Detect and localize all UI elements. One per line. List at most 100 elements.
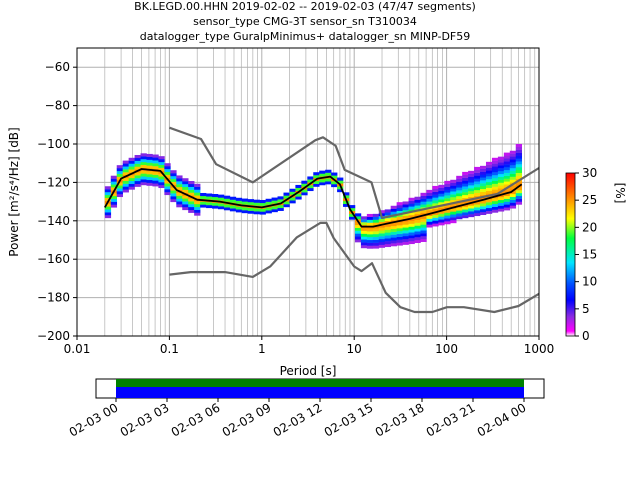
heatmap-cell: [497, 182, 505, 186]
heatmap-cell: [223, 207, 231, 211]
heatmap-cell: [432, 188, 439, 192]
heatmap-cell: [188, 204, 195, 208]
heatmap-cell: [158, 184, 165, 189]
heatmap-cell: [194, 183, 201, 187]
heatmap-cell: [229, 208, 237, 212]
heatmap-cell: [426, 210, 433, 214]
heatmap-cell: [497, 159, 505, 163]
heatmap-cell: [366, 228, 374, 232]
heatmap-cell: [468, 193, 475, 197]
heatmap-cell: [402, 212, 409, 217]
heatmap-cell: [426, 192, 433, 196]
heatmap-cell: [420, 224, 427, 228]
heatmap-cell: [217, 197, 225, 201]
heatmap-cell: [491, 186, 499, 190]
heatmap-cell: [331, 172, 338, 176]
heatmap-cell: [485, 187, 493, 191]
heatmap-cell: [491, 157, 499, 161]
heatmap-cell: [450, 185, 457, 189]
heatmap-cell: [450, 211, 457, 215]
heatmap-cell: [378, 218, 386, 222]
heatmap-cell: [450, 199, 457, 204]
heatmap-cell: [497, 202, 505, 206]
heatmap-cell: [343, 203, 350, 207]
heatmap-cell: [176, 195, 183, 199]
heatmap-cell: [408, 206, 415, 210]
heatmap-cell: [456, 190, 463, 194]
y-tick-label: −180: [37, 291, 70, 305]
heatmap-cell: [396, 228, 403, 232]
x-tick-label: 1000: [524, 342, 555, 356]
heatmap-cell: [509, 199, 517, 203]
chart-title: BK.LEGD.00.HHN 2019-02-02 -- 2019-02-03 …: [134, 0, 476, 43]
heatmap-cell: [295, 196, 302, 200]
heatmap-cell: [188, 206, 195, 211]
heatmap-cell: [474, 175, 481, 179]
heatmap-cell: [128, 160, 135, 164]
heatmap-cell: [188, 186, 195, 190]
heatmap-cell: [480, 188, 487, 192]
heatmap-cell: [182, 195, 189, 199]
heatmap-cell: [438, 222, 445, 226]
heatmap-cell: [444, 201, 451, 205]
y-tick-label: −200: [37, 329, 70, 343]
heatmap-cell: [170, 196, 177, 200]
heatmap-cell: [182, 207, 189, 211]
y-axis-label: Power [m²/s⁴/Hz] [dB]: [7, 127, 21, 256]
heatmap-cell: [247, 199, 255, 203]
heatmap-cell: [450, 202, 457, 206]
heatmap-cell: [515, 201, 523, 205]
heatmap-cell: [402, 224, 409, 228]
heatmap-cell: [337, 186, 344, 190]
heatmap-cell: [432, 220, 439, 224]
heatmap-cell: [485, 167, 493, 171]
heatmap-cell: [146, 159, 153, 163]
heatmap-cell: [438, 196, 445, 200]
heatmap-cell: [152, 154, 159, 158]
heatmap-cell: [337, 177, 344, 181]
heatmap-cell: [474, 172, 481, 176]
time-tick-label: 02-03 21: [424, 400, 478, 439]
heatmap-cell: [384, 212, 391, 216]
heatmap-cell: [438, 190, 445, 194]
heatmap-cell: [468, 208, 475, 212]
heatmap-cell: [372, 219, 380, 223]
heatmap-cell: [295, 187, 302, 191]
colorbar-tick-label: 15: [582, 248, 597, 262]
heatmap-cell: [462, 174, 469, 178]
heatmap-cell: [468, 205, 475, 209]
heatmap-cell: [152, 166, 159, 170]
heatmap-cell: [212, 196, 219, 200]
heatmap-cell: [426, 201, 433, 205]
heatmap-cell: [158, 176, 165, 180]
heatmap-cell: [122, 186, 129, 190]
nhnm-line: [169, 126, 540, 219]
heatmap-cell: [354, 224, 362, 228]
heatmap-cell: [456, 195, 463, 200]
heatmap-cell: [331, 184, 338, 188]
heatmap-cell: [343, 195, 350, 199]
heatmap-cell: [474, 187, 481, 191]
y-tick-label: −120: [37, 175, 70, 189]
heatmap-cell: [116, 170, 123, 175]
heatmap-cell: [462, 183, 469, 187]
heatmap-cell: [158, 179, 165, 183]
heatmap-cell: [313, 180, 320, 184]
heatmap-cell: [497, 165, 505, 169]
heatmap-cell: [235, 206, 243, 210]
heatmap-cell: [372, 242, 380, 246]
heatmap-cell: [104, 212, 112, 216]
heatmap-cell: [485, 202, 493, 206]
heatmap-cell: [396, 202, 403, 206]
heatmap-cell: [194, 209, 201, 213]
heatmap-cell: [515, 164, 523, 168]
heatmap-cell: [116, 193, 123, 198]
heatmap-cell: [491, 198, 499, 202]
heatmap-cell: [122, 169, 129, 173]
heatmap-cell: [182, 178, 189, 182]
heatmap-cell: [420, 227, 427, 231]
heatmap-cell: [354, 221, 362, 226]
time-tick-label: 02-03 12: [271, 400, 325, 439]
heatmap-cell: [134, 183, 141, 187]
heatmap-cell: [235, 200, 243, 204]
